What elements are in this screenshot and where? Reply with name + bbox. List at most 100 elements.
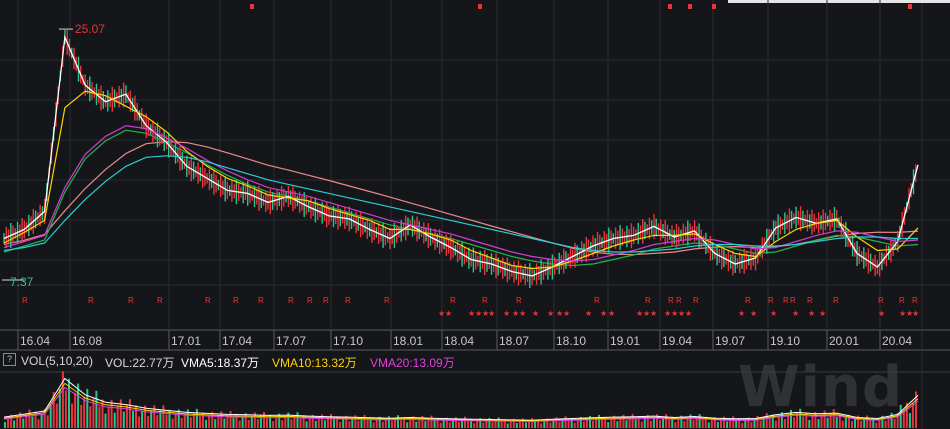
x-tick-label: 19.04 xyxy=(662,334,692,348)
volume-bar xyxy=(500,421,503,428)
volume-bar xyxy=(726,421,729,428)
volume-bar xyxy=(299,418,302,428)
volume-bar xyxy=(199,416,201,428)
volume-bar xyxy=(646,414,649,428)
volume-bar xyxy=(503,419,506,428)
signal-star-marker: ★ xyxy=(636,309,643,318)
x-tick-label: 17.10 xyxy=(333,334,363,348)
top-edge-marker xyxy=(250,4,254,9)
volume-bar xyxy=(695,417,698,428)
volume-bar xyxy=(506,423,509,428)
volume-bar xyxy=(128,399,131,428)
volume-bar xyxy=(52,391,55,428)
volume-bar xyxy=(908,413,911,428)
vma10-value: VMA10:13.32万 xyxy=(272,356,357,370)
volume-bar xyxy=(567,420,570,428)
volume-bar xyxy=(284,416,287,428)
volume-bar xyxy=(293,415,296,428)
volume-bar xyxy=(348,421,351,428)
volume-bar xyxy=(863,418,866,428)
volume-bar xyxy=(61,371,64,428)
volume-bar xyxy=(412,416,415,428)
top-right-bar xyxy=(728,0,950,3)
signal-markers: R R R R R R R R R R R R R R R R R R R R R R R R R R R R R★ ★ ★ ★ ★★ ★ ★ ★ ★ ★… xyxy=(22,4,919,318)
volume-bar xyxy=(796,412,799,428)
volume-bar xyxy=(174,414,177,428)
volume-bar xyxy=(113,412,116,428)
x-tick-label: 18.04 xyxy=(444,334,474,348)
volume-bar xyxy=(342,418,345,428)
signal-star-marker: ★ xyxy=(608,309,615,318)
volume-bar xyxy=(823,410,826,428)
volume-bar xyxy=(98,406,101,428)
signal-r-marker: R xyxy=(668,296,674,305)
signal-r-marker: R xyxy=(783,296,789,305)
volume-bar xyxy=(905,402,908,428)
vma20-line xyxy=(3,386,919,423)
volume-bar xyxy=(518,420,521,428)
volume-bar xyxy=(570,418,573,428)
volume-bar xyxy=(424,421,427,428)
x-tick-label: 19.01 xyxy=(610,334,640,348)
volume-bar xyxy=(171,418,174,428)
volume-bar xyxy=(610,419,613,428)
volume-bar xyxy=(543,420,546,428)
signal-r-marker: R xyxy=(384,296,390,305)
volume-bar xyxy=(683,421,686,428)
volume-bar xyxy=(665,414,668,428)
volume-bar xyxy=(256,419,259,428)
volume-bar xyxy=(576,419,579,428)
volume-bar xyxy=(165,414,168,428)
volume-bar xyxy=(783,419,786,428)
signal-r-marker: R xyxy=(768,296,774,305)
volume-value: VOL:22.77万 xyxy=(105,356,175,370)
volume-bar xyxy=(89,406,92,428)
ma250-line xyxy=(3,140,919,256)
volume-bar xyxy=(479,418,482,428)
volume-bar xyxy=(427,418,430,428)
volume-bar xyxy=(875,422,878,428)
signal-r-marker: R xyxy=(157,296,163,305)
volume-bar xyxy=(46,415,49,428)
volume-bar xyxy=(144,405,147,428)
volume-bar xyxy=(31,416,34,428)
volume-bar xyxy=(659,420,661,428)
vma5-value: VMA5:18.37万 xyxy=(181,356,260,370)
volume-bar xyxy=(253,412,256,428)
volume-bar xyxy=(269,414,272,428)
volume-bar xyxy=(838,413,841,428)
volume-bar xyxy=(841,420,844,428)
signal-star-marker: ★ xyxy=(556,309,563,318)
volume-bar xyxy=(263,412,265,428)
volume-bar xyxy=(887,417,890,428)
volume-bar xyxy=(619,418,622,428)
volume-bar xyxy=(378,416,381,428)
signal-star-marker: ★ xyxy=(685,309,692,318)
volume-bar xyxy=(893,418,896,428)
help-icon[interactable]: ? xyxy=(3,353,16,366)
volume-bar xyxy=(592,420,594,428)
series-ma60-line xyxy=(3,125,919,262)
signal-star-marker: ★ xyxy=(438,309,445,318)
volume-bar xyxy=(366,420,369,428)
volume-bar xyxy=(259,415,262,428)
volume-bar xyxy=(168,409,171,428)
volume-bar xyxy=(104,413,107,428)
volume-bar xyxy=(835,416,838,428)
volume-bar xyxy=(595,417,598,428)
volume-bar xyxy=(275,417,278,428)
volume-bar xyxy=(799,408,802,428)
volume-bar xyxy=(192,413,195,428)
volume-bar xyxy=(372,422,375,428)
volume-bar xyxy=(585,418,588,428)
volume-bar xyxy=(189,417,192,428)
volume-bar xyxy=(521,418,524,428)
signal-star-marker: ★ xyxy=(532,309,539,318)
volume-bar xyxy=(531,418,534,428)
volume-bar xyxy=(314,420,317,428)
volume-bar xyxy=(762,417,765,428)
signal-r-marker: R xyxy=(288,296,294,305)
volume-bar xyxy=(573,422,576,428)
volume-bar xyxy=(74,392,77,428)
volume-bar xyxy=(509,421,512,428)
